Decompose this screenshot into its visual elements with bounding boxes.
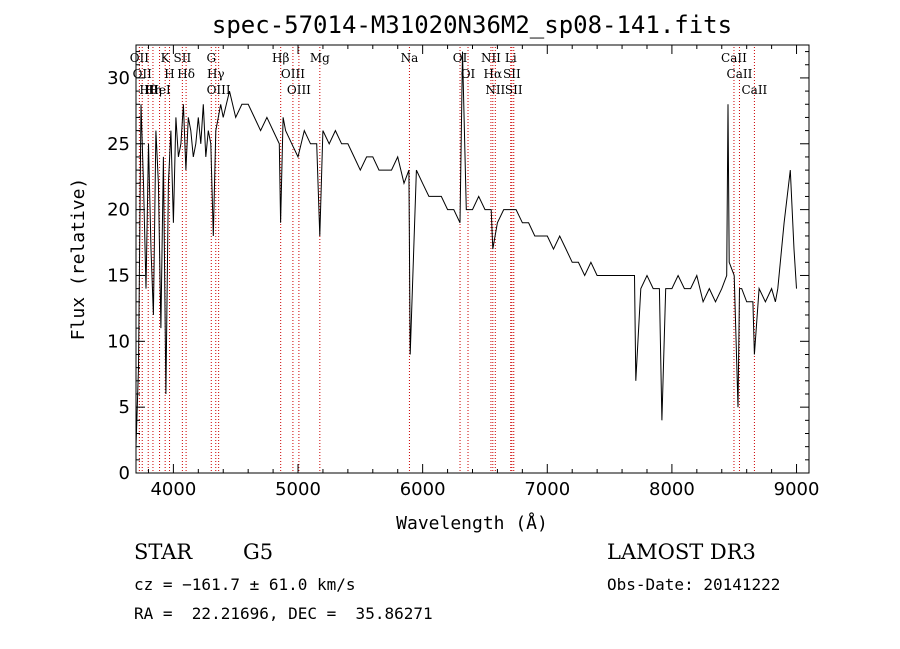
emission-line-label: Hα [484,67,503,81]
emission-line-label: K [161,51,171,65]
emission-line-label: CaII [741,83,767,97]
emission-line-label: OII [133,67,153,81]
object-class: STAR [134,540,193,564]
x-tick-label: 5000 [275,479,321,500]
emission-line-label: G [206,51,216,65]
emission-line-label: Hβ [272,51,289,65]
x-tick-label: 6000 [400,479,446,500]
x-tick-label: 9000 [774,479,820,500]
y-tick-label: 20 [107,200,130,221]
coordinates: RA = 22.21696, DEC = 35.86271 [134,604,433,623]
x-axis: 4000 5000 6000 7000 8000 9000 [147,45,820,500]
x-tick-label: 7000 [524,479,570,500]
emission-line-label: OI [453,51,468,65]
y-axis: 0 5 10 15 20 25 30 [107,51,809,484]
x-tick-label: 4000 [150,479,196,500]
emission-line-markers [138,47,755,473]
emission-line-label: Hδ [177,67,195,81]
emission-line-label: Na [401,51,419,65]
observation-date: Obs-Date: 20141222 [607,575,781,594]
emission-line-label: Hη [144,83,162,97]
y-tick-label: 10 [107,331,130,352]
emission-line-label: OIII [281,67,305,81]
emission-line-label: OIII [287,83,311,97]
y-tick-label: 25 [107,134,130,155]
x-axis-label: Wavelength (Å) [396,512,548,534]
emission-line-label: CaII [727,67,753,81]
emission-line-label: Mg [310,51,330,65]
x-tick-label: 8000 [649,479,695,500]
emission-line-label: OII [130,51,150,65]
emission-line-label: Li [505,51,517,65]
y-tick-label: 0 [119,463,130,484]
emission-line-label: SII [174,51,192,65]
emission-line-label: OIII [207,83,231,97]
emission-line-label: Hθ [139,83,157,97]
spectrum-line [135,51,797,447]
emission-line-label: HeI [148,83,171,97]
emission-line-label: NII [485,83,505,97]
emission-line-label: Hγ [207,67,225,81]
y-tick-label: 5 [119,397,130,418]
object-subclass: G5 [243,540,274,564]
emission-line-label: H [164,67,174,81]
y-tick-label: 30 [107,68,130,89]
plot-frame [135,44,810,474]
y-axis-label: Flux (relative) [68,178,89,341]
redshift-velocity: cz = −161.7 ± 61.0 km/s [134,575,356,594]
emission-line-label: OI [461,67,476,81]
emission-line-label: SII [503,67,521,81]
emission-line-label: SII [505,83,523,97]
y-tick-label: 15 [107,265,130,286]
chart-title: spec-57014-M31020N36M2_sp08-141.fits [212,11,732,39]
survey-name: LAMOST DR3 [607,540,756,564]
emission-line-label: CaII [721,51,747,65]
emission-line-label: NII [481,51,501,65]
